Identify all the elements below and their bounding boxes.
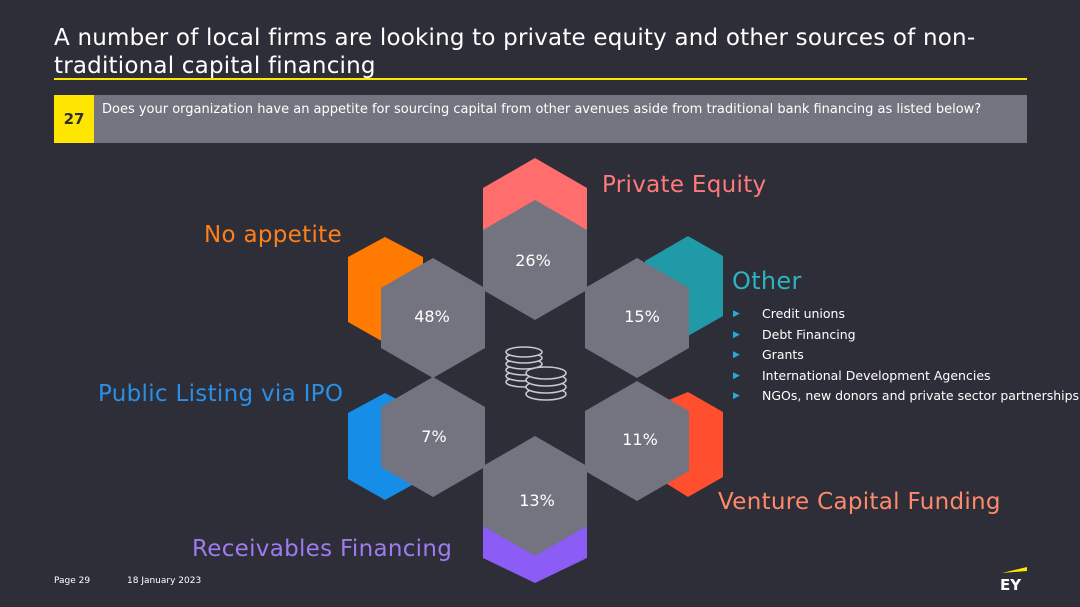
value-ipo: 7% — [421, 427, 446, 446]
ey-logo-text: EY — [1000, 576, 1022, 592]
hex-receivables — [483, 436, 587, 556]
label-no-appetite: No appetite — [204, 222, 342, 248]
question-text: Does your organization have an appetite … — [102, 102, 982, 117]
other-sources-item: ▶ Debt Financing — [733, 325, 1079, 346]
label-ipo: Public Listing via IPO — [98, 381, 344, 407]
other-sources-list: ▶ Credit unions ▶ Debt Financing ▶ Grants ▶ Int… — [733, 304, 1079, 407]
hex-other — [585, 258, 689, 378]
other-sources-item-text: International Development Agencies — [762, 367, 991, 383]
value-receivables: 13% — [519, 491, 555, 510]
value-private-equity: 26% — [515, 251, 551, 270]
other-sources-item-text: Debt Financing — [762, 326, 856, 342]
hex-private-equity — [483, 200, 587, 320]
other-sources-item-text: NGOs, new donors and private sector part… — [762, 388, 1080, 404]
page-number: Page 29 — [54, 576, 91, 586]
bullet-arrow-icon: ▶ — [733, 309, 740, 319]
bullet-arrow-icon: ▶ — [733, 350, 740, 361]
ey-logo: EY — [1000, 567, 1027, 592]
bullet-arrow-icon: ▶ — [733, 391, 740, 402]
question-number: 27 — [54, 95, 94, 143]
other-sources-item-text: Credit unions — [762, 306, 845, 321]
other-sources-item: ▶ Credit unions — [733, 304, 1079, 325]
label-venture-capital: Venture Capital Funding — [718, 489, 1001, 515]
value-no-appetite: 48% — [414, 307, 450, 326]
other-sources-item: ▶ International Development Agencies — [733, 366, 1079, 387]
slide-date: 18 January 2023 — [127, 576, 202, 586]
label-private-equity: Private Equity — [602, 172, 767, 198]
other-sources-item: ▶ NGOs, new donors and private sector par… — [733, 386, 1079, 407]
slide-title: A number of local firms are looking to p… — [54, 25, 976, 79]
hex-no-appetite — [381, 258, 485, 378]
question-bar: 27 Does your organization have an appeti… — [54, 95, 1027, 143]
label-other: Other — [732, 267, 802, 295]
label-receivables: Receivables Financing — [192, 536, 453, 562]
value-venture-capital: 11% — [622, 430, 658, 449]
hex-venture-capital — [585, 381, 689, 501]
coins-stack-icon — [505, 346, 567, 401]
other-sources-item-text: Grants — [762, 347, 804, 363]
value-other: 15% — [624, 307, 660, 326]
bullet-arrow-icon: ▶ — [733, 370, 740, 381]
other-sources-item: ▶ Grants — [733, 345, 1079, 366]
hex-ipo — [381, 377, 485, 497]
bullet-arrow-icon: ▶ — [733, 329, 740, 340]
title-underline — [54, 78, 1027, 80]
